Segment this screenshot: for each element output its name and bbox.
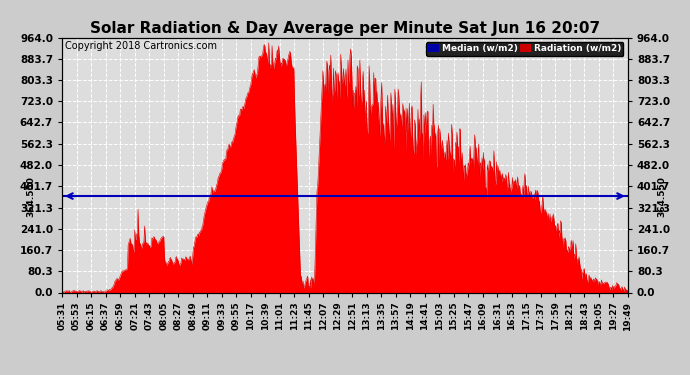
Text: Copyright 2018 Cartronics.com: Copyright 2018 Cartronics.com <box>65 41 217 51</box>
Text: 364.550: 364.550 <box>26 176 35 216</box>
Title: Solar Radiation & Day Average per Minute Sat Jun 16 20:07: Solar Radiation & Day Average per Minute… <box>90 21 600 36</box>
Legend: Median (w/m2), Radiation (w/m2): Median (w/m2), Radiation (w/m2) <box>426 42 623 56</box>
Text: 364.550: 364.550 <box>658 176 667 216</box>
